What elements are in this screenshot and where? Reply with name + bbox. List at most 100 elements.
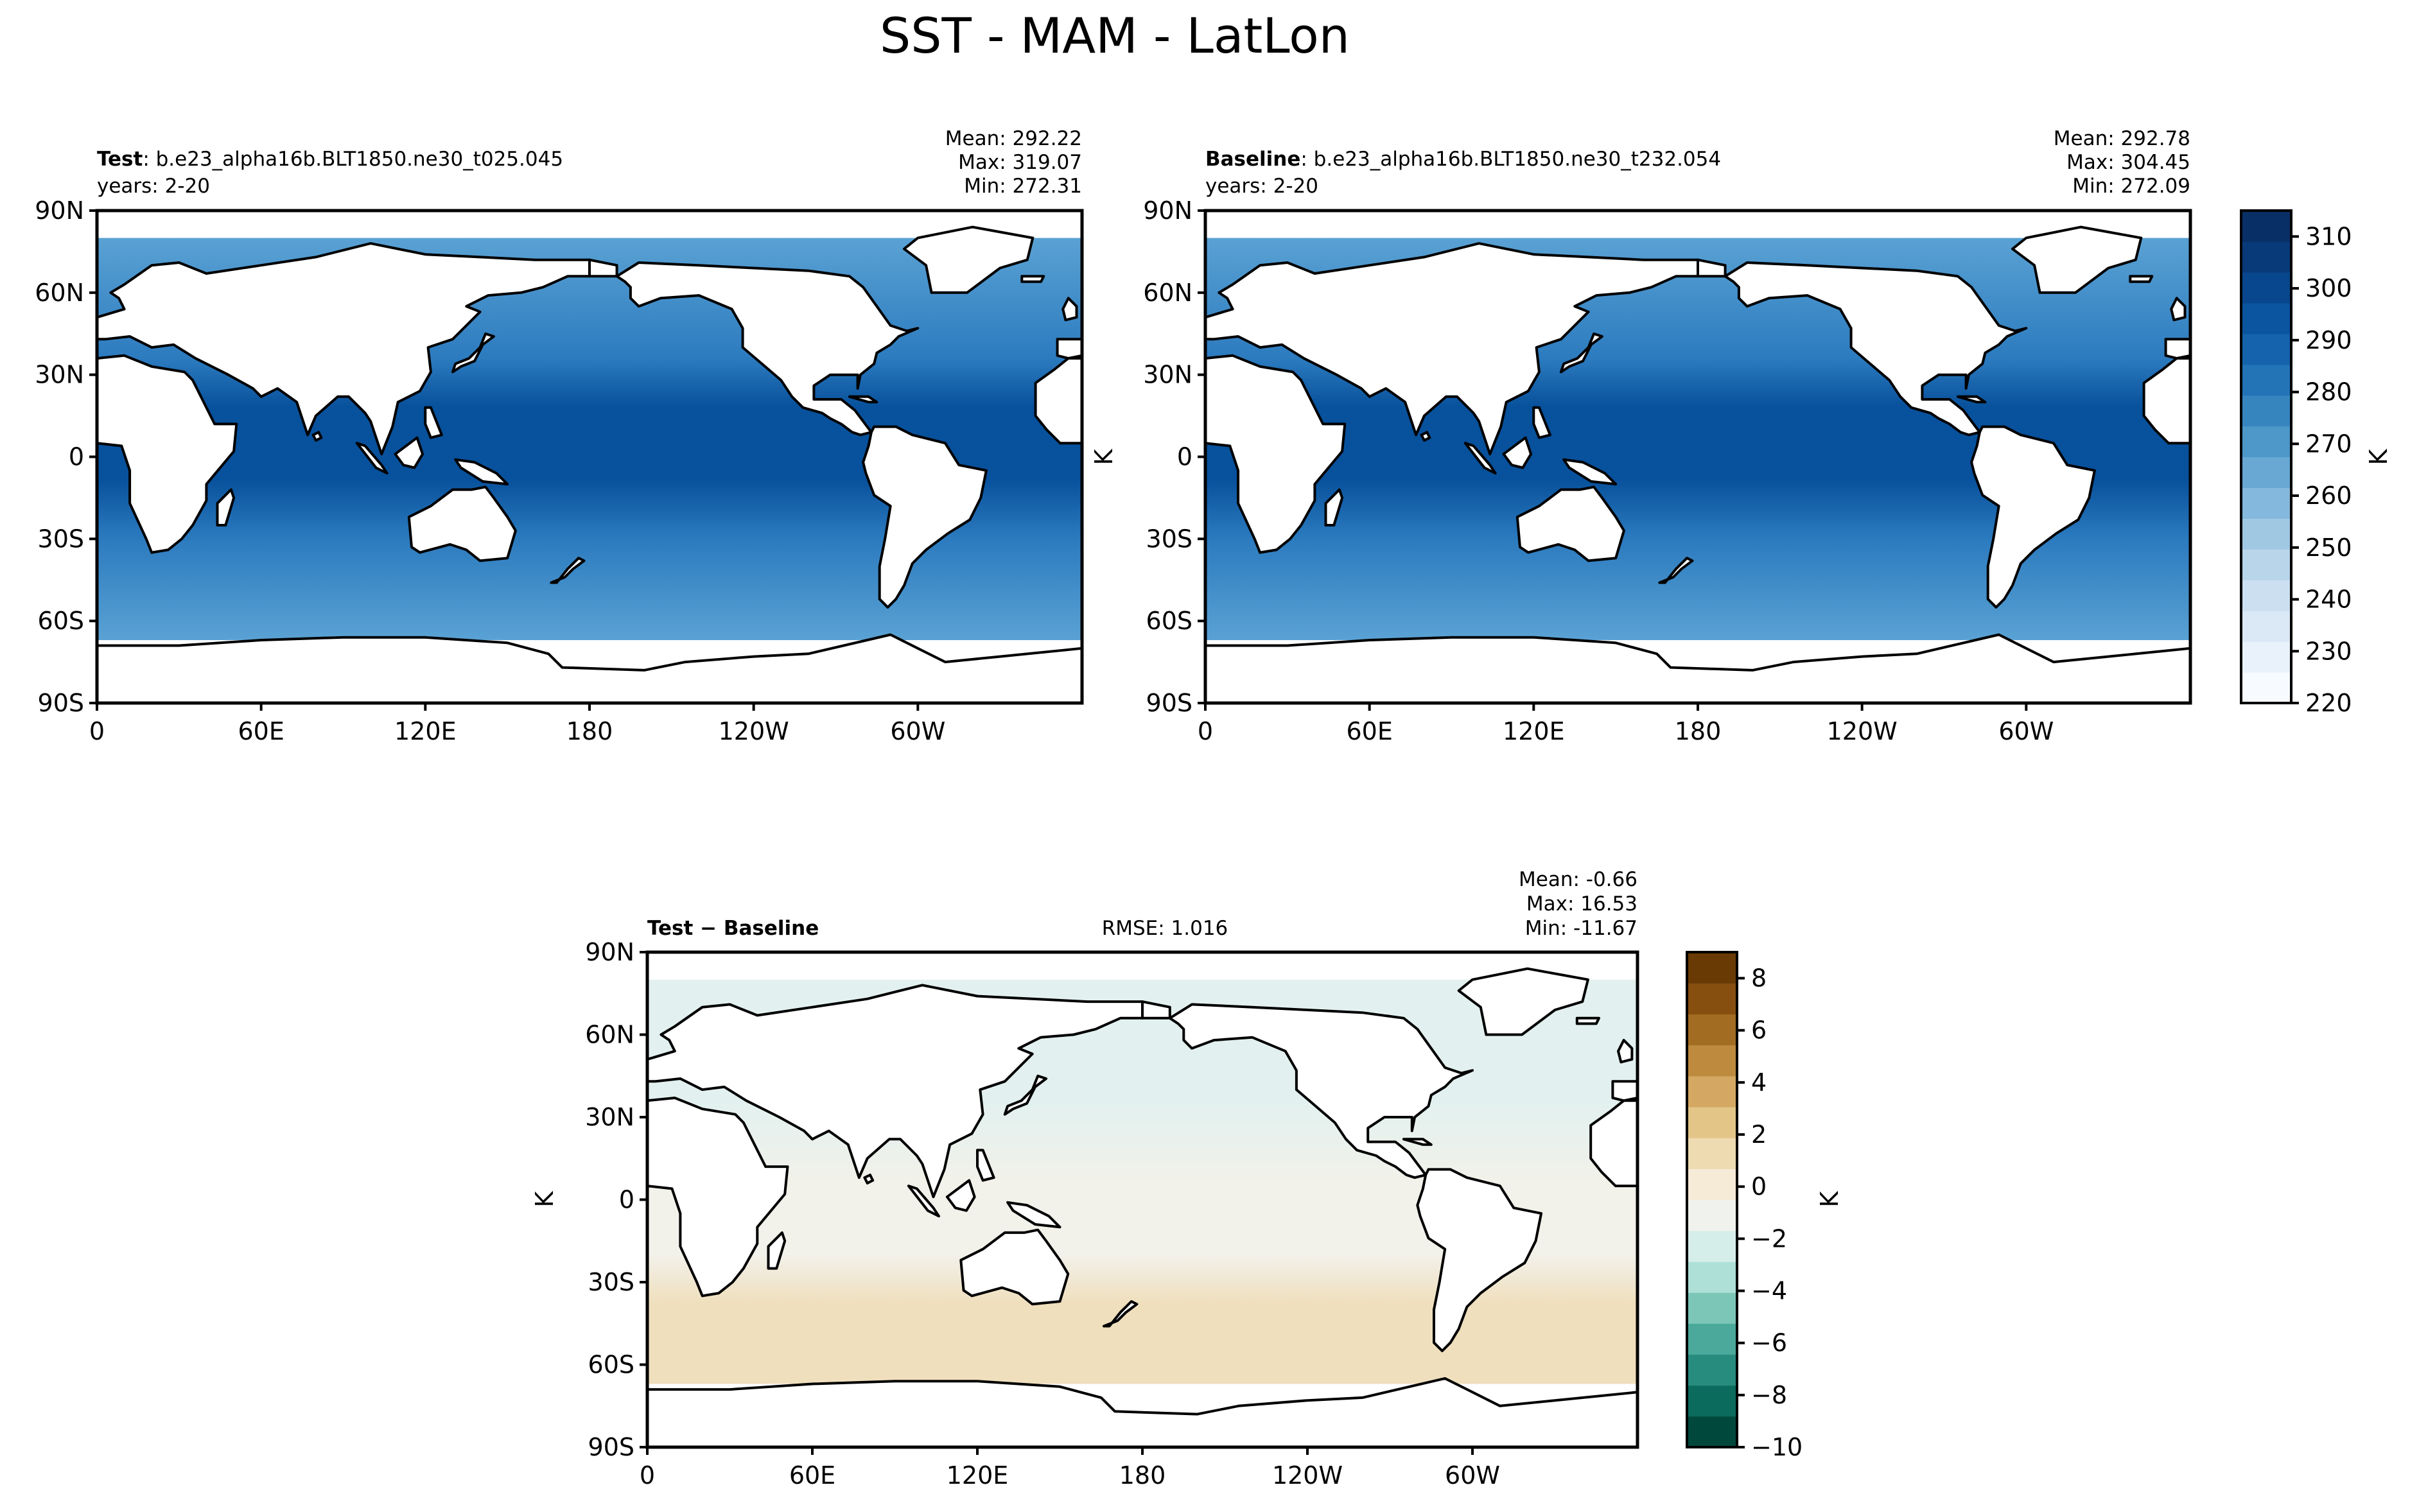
- landmass-europe-asia: [97, 242, 591, 456]
- lon-tick-label: 60W: [1445, 1461, 1500, 1490]
- landmass-north-america: [1724, 261, 2028, 437]
- lon-tick-label: 60E: [789, 1461, 835, 1490]
- diff-colorbar: 8 6 4 2 0 −2 −4 −6 −8 −10: [1686, 951, 1803, 1461]
- diff-ylabel: K: [530, 1190, 559, 1207]
- diff-panel: Test − Baseline RMSE: 1.016 Mean: -0.66 …: [530, 868, 1639, 1490]
- colorbar-swatch: [1687, 1014, 1737, 1046]
- lat-tick-label: 60S: [588, 1351, 634, 1379]
- landmass-europe-asia: [647, 984, 1144, 1199]
- landmass-australia: [959, 1228, 1070, 1306]
- test-min: Min: 272.31: [964, 175, 1082, 198]
- lat-tick-label: 90N: [585, 938, 634, 966]
- lat-tick-label: 30S: [38, 525, 84, 553]
- lat-tick-label: 0: [69, 443, 84, 471]
- landmass-japan: [451, 332, 495, 374]
- baseline-mean: Mean: 292.78: [2054, 127, 2190, 150]
- colorbar-swatch: [2241, 241, 2291, 273]
- diff-mean: Mean: -0.66: [1519, 868, 1637, 891]
- colorbar-swatch: [2241, 211, 2291, 242]
- landmass-iceland: [2129, 275, 2154, 283]
- colorbar-swatch: [1687, 1106, 1737, 1138]
- landmass-europe-asia: [1205, 242, 1699, 456]
- landmass-sumatra: [907, 1185, 940, 1218]
- landmass-japan: [1003, 1074, 1048, 1116]
- test-name-rest: : b.e23_alpha16b.BLT1850.ne30_t025.045: [143, 148, 563, 171]
- landmass-europe-west: [1056, 338, 1082, 360]
- baseline-max: Max: 304.45: [2066, 151, 2190, 174]
- test-mean: Mean: 292.22: [945, 127, 1082, 150]
- diff-min: Min: -11.67: [1525, 917, 1637, 940]
- colorbar-swatch: [1687, 1323, 1737, 1355]
- lat-tick-label: 90N: [1143, 196, 1192, 225]
- baseline-label: Baseline: b.e23_alpha16b.BLT1850.ne30_t2…: [1205, 148, 1721, 171]
- landmass-africa: [647, 1097, 789, 1298]
- lat-tick-label: 60N: [35, 279, 84, 307]
- landmass-africa: [1205, 354, 1347, 554]
- baseline-years: years: 2-20: [1205, 175, 1318, 198]
- landmass-new-zealand: [1658, 557, 1694, 584]
- lon-tick-label: 0: [640, 1461, 655, 1490]
- landmass-greenland: [903, 225, 1035, 294]
- colorbar-swatch: [2241, 549, 2291, 580]
- landmass-new-zealand: [550, 557, 586, 584]
- landmass-south-america: [862, 425, 988, 609]
- colorbar-swatch: [1687, 1292, 1737, 1324]
- landmass-japan: [1559, 332, 1603, 374]
- lat-tick-label: 90S: [38, 689, 84, 717]
- colorbar-tick-label: −6: [1751, 1329, 1787, 1357]
- lon-tick-label: 180: [1119, 1461, 1166, 1490]
- diff-label: Test − Baseline: [647, 917, 819, 940]
- test-years: years: 2-20: [97, 175, 210, 198]
- colorbar-swatch: [1687, 1385, 1737, 1417]
- figure-title: SST - MAM - LatLon: [880, 7, 1350, 64]
- landmass-borneo: [945, 1179, 976, 1212]
- colorbar-swatch: [2241, 302, 2291, 335]
- test-panel: Test: b.e23_alpha16b.BLT1850.ne30_t025.0…: [35, 127, 1084, 745]
- lon-tick-label: 60W: [1998, 717, 2054, 745]
- landmass-new-guinea: [1562, 458, 1618, 486]
- lon-tick-label: 0: [89, 717, 105, 745]
- colorbar-tick-label: 300: [2305, 274, 2352, 302]
- lon-tick-label: 120E: [1503, 717, 1565, 745]
- landmass-cuba: [1956, 395, 1987, 404]
- landmass-antarctica: [1205, 633, 2190, 703]
- landmass-madagascar: [767, 1231, 787, 1270]
- landmass-western-africa: [1034, 357, 1082, 445]
- landmass-uk: [1061, 297, 1078, 322]
- colorbar-tick-label: 280: [2305, 378, 2352, 406]
- landmass-europe-west: [2164, 338, 2190, 360]
- colorbar-swatch: [2241, 611, 2291, 642]
- colorbar-swatch: [1687, 1230, 1737, 1262]
- colorbar-swatch: [2241, 426, 2291, 458]
- lat-tick-label: 0: [619, 1186, 634, 1214]
- colorbar-tick-label: 230: [2305, 637, 2352, 665]
- colorbar-swatch: [1687, 1169, 1737, 1201]
- colorbar-tick-label: 0: [1751, 1172, 1767, 1201]
- diff-rmse: RMSE: 1.016: [1102, 917, 1228, 940]
- diff-colorbar-label: K: [1815, 1190, 1844, 1207]
- colorbar-swatch: [1687, 983, 1737, 1014]
- landmass-madagascar: [216, 488, 236, 526]
- landmass-chukotka: [1697, 258, 1727, 278]
- colorbar-tick-label: −10: [1751, 1433, 1803, 1461]
- lon-tick-label: 120W: [1827, 717, 1898, 745]
- landmass-iceland: [1575, 1016, 1600, 1025]
- landmass-new-guinea: [454, 458, 509, 486]
- lat-tick-label: 90N: [35, 196, 84, 225]
- colorbar-swatch: [1687, 1416, 1737, 1448]
- diff-max: Max: 16.53: [1526, 892, 1637, 916]
- colorbar-swatch: [2241, 641, 2291, 673]
- colorbar-tick-label: −2: [1751, 1224, 1787, 1253]
- colorbar-tick-label: 220: [2305, 689, 2352, 717]
- baseline-ylabel: K: [1090, 448, 1118, 465]
- landmass-australia: [1515, 485, 1625, 562]
- lat-tick-label: 30N: [35, 361, 84, 389]
- lon-tick-label: 120W: [719, 717, 789, 745]
- baseline-min: Min: 272.09: [2072, 175, 2190, 198]
- lat-tick-label: 30S: [1146, 525, 1192, 553]
- landmass-chukotka: [1141, 1000, 1171, 1020]
- lat-tick-label: 60S: [38, 607, 84, 635]
- colorbar-tick-label: 240: [2305, 586, 2352, 614]
- colorbar-tick-label: 2: [1751, 1120, 1767, 1149]
